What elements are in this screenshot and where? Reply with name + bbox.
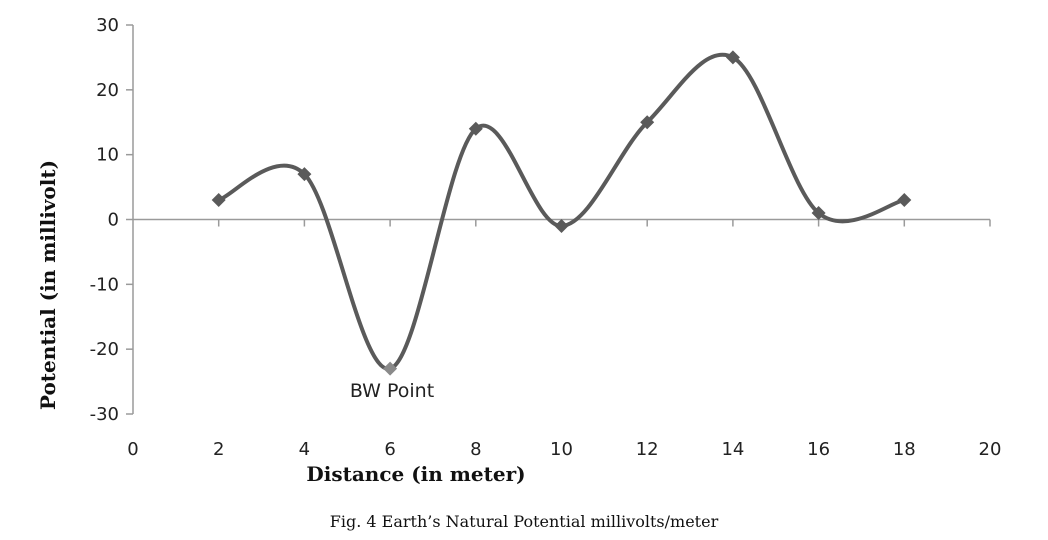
data-point-marker — [554, 218, 569, 233]
y-tick-label: -20 — [90, 339, 119, 360]
series-line — [217, 52, 905, 371]
x-tick-label: 14 — [721, 439, 744, 460]
y-axis-title: Potential (in millivolt) — [36, 160, 60, 410]
x-tick-label: 6 — [384, 439, 395, 460]
x-tick-label: 8 — [470, 439, 481, 460]
data-markers — [211, 50, 912, 376]
tick-labels: -30 -20 -10 0 10 20 30 0 2 4 6 8 10 12 14 16 18 20 — [90, 15, 1002, 460]
x-tick-label: 12 — [636, 439, 659, 460]
x-tick-label: 2 — [213, 439, 224, 460]
data-point-marker — [468, 121, 483, 136]
figure-caption: Fig. 4 Earth’s Natural Potential millivo… — [329, 512, 719, 531]
data-point-marker — [297, 167, 312, 182]
y-tick-label: 30 — [96, 15, 119, 36]
x-tick-label: 20 — [979, 439, 1002, 460]
y-tick-label: -10 — [90, 274, 119, 295]
line-chart: -30 -20 -10 0 10 20 30 0 2 4 6 8 10 12 14 16 18 20 BW Poi… — [36, 15, 1002, 486]
x-axis-title: Distance (in meter) — [306, 462, 525, 486]
y-tick-label: 10 — [96, 145, 119, 166]
data-point-marker — [897, 193, 912, 208]
x-tick-label: 4 — [299, 439, 310, 460]
data-point-marker — [383, 361, 398, 376]
x-tick-label: 0 — [127, 439, 138, 460]
data-point-marker — [811, 206, 826, 221]
x-tick-label: 10 — [550, 439, 573, 460]
data-point-marker — [725, 50, 740, 65]
y-tick-label: 20 — [96, 80, 119, 101]
y-tick-label: -30 — [90, 404, 119, 425]
data-point-marker — [640, 115, 655, 130]
annotation-bw-point: BW Point — [350, 380, 434, 402]
y-tick-label: 0 — [108, 210, 119, 231]
data-point-marker — [211, 193, 226, 208]
x-tick-label: 18 — [893, 439, 916, 460]
x-tick-label: 16 — [807, 439, 830, 460]
